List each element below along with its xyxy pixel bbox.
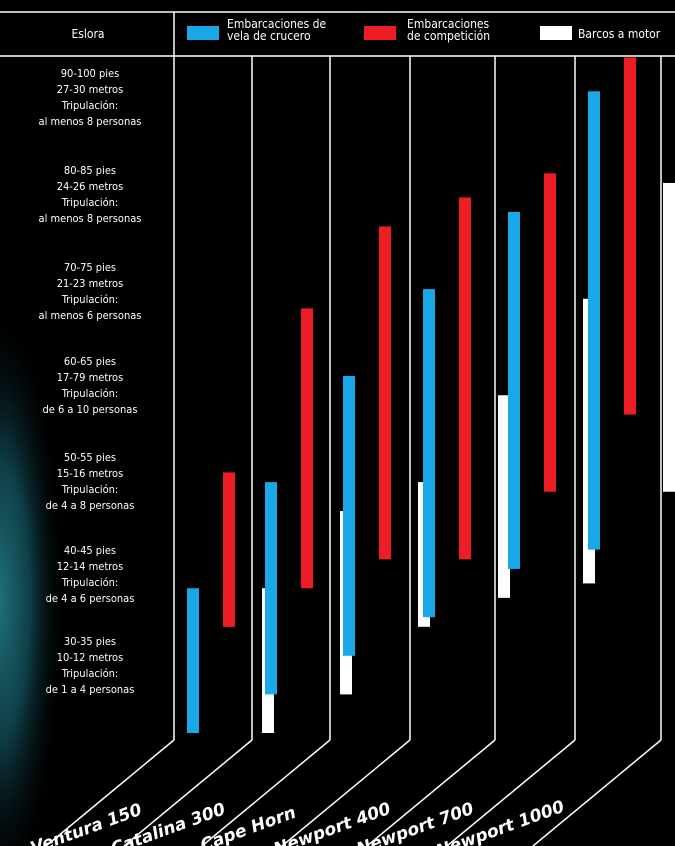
y-tick-label: 50-55 pies [64, 451, 116, 464]
y-tick-label: 70-75 pies [64, 261, 116, 274]
floor-line [281, 739, 411, 846]
y-tick-label: de 4 a 8 personas [46, 499, 135, 512]
floor-line [123, 739, 253, 846]
y-tick-label: 40-45 pies [64, 544, 116, 557]
y-tick-label: al menos 8 personas [39, 212, 142, 225]
legend-swatch [364, 26, 396, 40]
y-tick-label: 30-35 pies [64, 635, 116, 648]
bar-2-1 [379, 226, 391, 560]
y-tick-label: al menos 6 personas [39, 309, 142, 322]
legend-entry: Embarcaciones de [227, 17, 326, 31]
y-tick-label: Tripulación: [61, 293, 118, 306]
bar-5-1 [624, 57, 636, 415]
y-tick-label: 80-85 pies [64, 164, 116, 177]
y-tick-label: 17-79 metros [57, 371, 124, 384]
y-tick-label: de 6 a 10 personas [42, 403, 137, 416]
y-axis-title: Eslora [71, 27, 104, 41]
legend-swatch [540, 26, 572, 40]
floor-line [446, 739, 576, 846]
y-tick-label: Tripulación: [61, 483, 118, 496]
y-tick-label: 60-65 pies [64, 355, 116, 368]
y-tick-label: 24-26 metros [57, 180, 124, 193]
bar-0-0 [187, 588, 199, 733]
bar-1-0 [265, 482, 277, 695]
bar-5-2 [663, 182, 675, 492]
legend-swatch [187, 26, 219, 40]
y-tick-label: 90-100 pies [61, 67, 119, 80]
y-tick-label: 10-12 metros [57, 651, 124, 664]
floor-line [366, 739, 496, 846]
y-tick-label: Tripulación: [61, 667, 118, 680]
bar-4-0 [508, 211, 520, 569]
bar-4-1 [544, 173, 556, 492]
bar-3-2 [498, 395, 510, 598]
y-tick-label: de 4 a 6 personas [46, 592, 135, 605]
bar-3-1 [459, 197, 471, 560]
legend-entry: vela de crucero [227, 29, 311, 43]
bar-0-1 [223, 472, 235, 627]
grid [0, 11, 675, 846]
legend-entry: de competición [407, 29, 490, 43]
bar-3-0 [423, 289, 435, 618]
bar-2-0 [343, 375, 355, 656]
floor-line [532, 739, 662, 846]
y-tick-label: 21-23 metros [57, 277, 124, 290]
y-tick-label: Tripulación: [61, 196, 118, 209]
bar-5-0 [588, 91, 600, 550]
y-tick-label: 27-30 metros [57, 83, 124, 96]
legend-entry: Barcos a motor [578, 27, 661, 41]
y-tick-label: Tripulación: [61, 99, 118, 112]
bars [187, 57, 675, 733]
y-tick-label: Tripulación: [61, 387, 118, 400]
legend-entry: Embarcaciones [407, 17, 490, 31]
floor-line [45, 739, 175, 846]
y-tick-label: al menos 8 personas [39, 115, 142, 128]
bar-1-1 [301, 308, 313, 589]
floor-line [201, 739, 331, 846]
y-tick-label: 12-14 metros [57, 560, 124, 573]
y-tick-label: de 1 a 4 personas [46, 683, 135, 696]
background-glow [0, 300, 120, 846]
y-axis-labels: 30-35 pies 10-12 metros Tripulación: de 1 a… [39, 67, 142, 696]
y-tick-label: Tripulación: [61, 576, 118, 589]
y-tick-label: 15-16 metros [57, 467, 124, 480]
